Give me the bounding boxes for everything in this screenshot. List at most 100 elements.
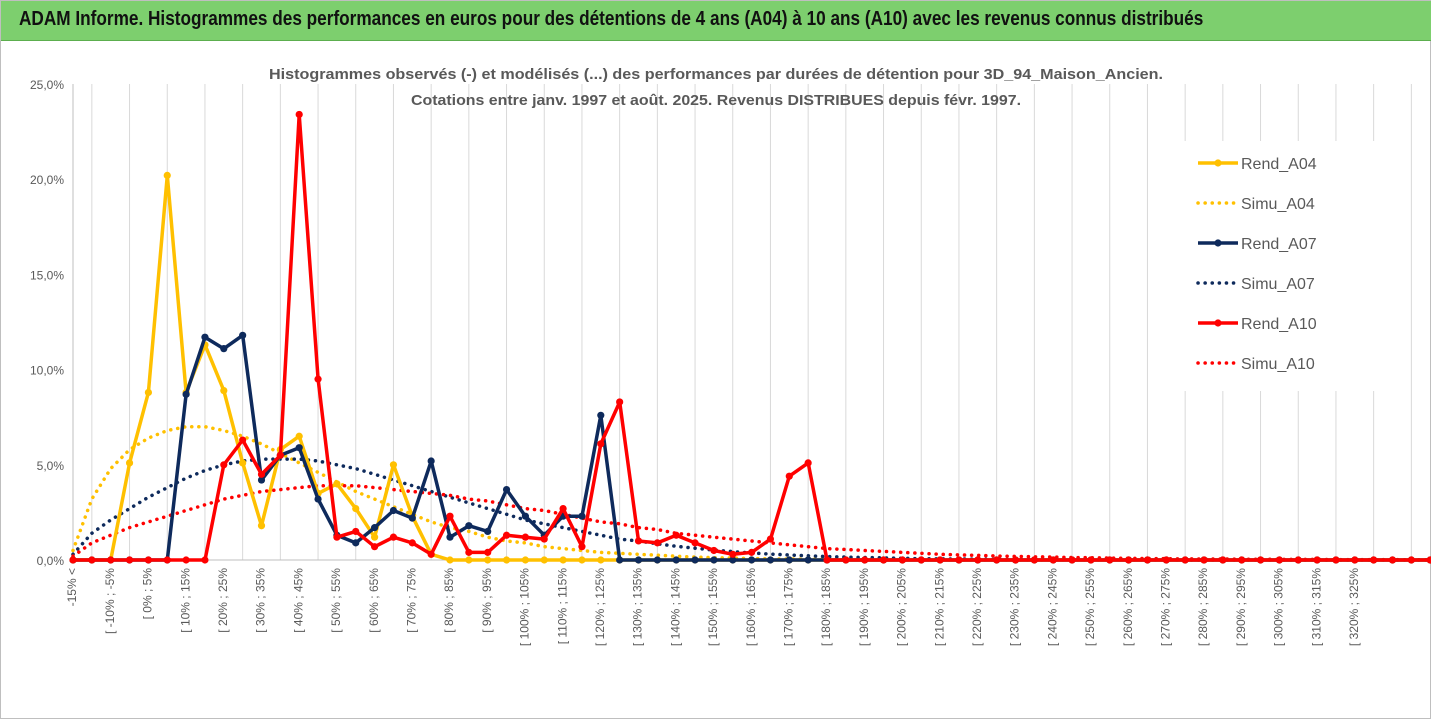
- x-tick-label: [ 10% ; 15%: [178, 568, 192, 633]
- data-point: [465, 556, 473, 564]
- data-point: [785, 472, 793, 480]
- data-point: [1030, 556, 1038, 564]
- data-point: [314, 375, 322, 383]
- x-tick-label: [ 0% ; 5%: [141, 568, 155, 620]
- x-tick-label: [ 130% ; 135%: [631, 568, 645, 646]
- data-point: [1200, 556, 1208, 564]
- data-point: [1125, 556, 1133, 564]
- data-point: [1407, 556, 1415, 564]
- data-point: [1370, 556, 1378, 564]
- data-point: [823, 556, 831, 564]
- data-point: [408, 539, 416, 547]
- data-point: [144, 556, 152, 564]
- data-point: [295, 444, 303, 452]
- data-point: [540, 535, 548, 543]
- data-point: [257, 476, 266, 484]
- data-point: [239, 459, 247, 467]
- data-point: [69, 556, 77, 564]
- legend-item: Simu_A04: [1196, 196, 1315, 213]
- y-tick-label: 10,0%: [30, 364, 64, 378]
- x-tick-label: [ 40% ; 45%: [291, 568, 305, 633]
- data-point: [371, 543, 379, 551]
- data-point: [125, 556, 134, 564]
- data-point: [729, 550, 737, 558]
- data-point: [371, 533, 379, 541]
- data-point: [352, 539, 360, 547]
- data-point: [1313, 556, 1321, 564]
- data-point: [446, 512, 454, 520]
- x-tick-label: [ 260% ; 265%: [1121, 568, 1135, 646]
- data-point: [748, 548, 756, 556]
- data-point: [1106, 556, 1114, 564]
- data-point: [1181, 556, 1189, 564]
- data-point: [597, 440, 605, 448]
- data-point: [1256, 556, 1265, 564]
- x-tick-label: [ 160% ; 165%: [744, 568, 758, 646]
- x-tick-label: [ 90% ; 95%: [480, 568, 494, 633]
- data-point: [597, 556, 605, 564]
- x-tick-label: [ 240% ; 245%: [1045, 568, 1059, 646]
- x-tick-label: [ 30% ; 35%: [254, 568, 268, 633]
- data-point: [521, 556, 530, 564]
- x-tick-label: [ 60% ; 65%: [367, 568, 381, 633]
- data-point: [672, 531, 680, 539]
- data-point: [220, 345, 228, 353]
- x-tick-label: [ 70% ; 75%: [404, 568, 418, 633]
- data-point: [239, 436, 247, 444]
- data-point: [1011, 556, 1020, 564]
- data-point: [314, 495, 322, 503]
- legend-label: Simu_A04: [1241, 196, 1315, 213]
- data-point: [691, 556, 699, 564]
- data-point: [220, 386, 228, 395]
- series-line-simu-a10: [71, 483, 1431, 562]
- chart-series: [69, 110, 1431, 564]
- histogram-chart: 0,0% 5,0% 10,0% 15,0% 20,0% 25,0% -15% < [ -10…: [30, 66, 1431, 646]
- data-point: [917, 556, 925, 564]
- data-point: [616, 556, 624, 564]
- data-point: [634, 556, 643, 564]
- data-point: [144, 388, 152, 397]
- data-point: [446, 556, 454, 564]
- series-line-simu-a07: [71, 457, 1431, 562]
- data-point: [257, 522, 266, 530]
- data-point: [163, 171, 171, 179]
- data-point: [1162, 556, 1170, 564]
- data-point: [729, 556, 737, 564]
- data-point: [521, 512, 530, 520]
- legend-box: [1183, 141, 1383, 391]
- x-tick-label: [ 80% ; 85%: [442, 568, 456, 633]
- data-point: [993, 556, 1001, 564]
- data-point: [125, 459, 134, 467]
- data-point: [333, 533, 341, 541]
- x-tick-label: [ 180% ; 185%: [819, 568, 833, 646]
- series-simu-a07: [71, 457, 1431, 562]
- data-point: [295, 110, 303, 119]
- data-point: [502, 556, 511, 564]
- data-point: [540, 556, 548, 564]
- x-tick-label: [ 300% ; 305%: [1272, 568, 1286, 646]
- x-tick-label: [ 280% ; 285%: [1196, 568, 1210, 646]
- data-point: [766, 535, 775, 543]
- data-point: [201, 556, 209, 564]
- data-point: [107, 556, 115, 564]
- data-point: [955, 556, 963, 564]
- legend-item: Simu_A07: [1196, 276, 1315, 293]
- data-point: [710, 556, 718, 564]
- data-point: [446, 533, 454, 541]
- x-tick-label: -15% <: [65, 568, 79, 606]
- x-tick-label: [ 110% ; 115%: [555, 568, 569, 645]
- y-tick-label: 5,0%: [37, 459, 65, 473]
- data-point: [748, 556, 756, 564]
- data-point: [521, 533, 530, 541]
- x-tick-label: [ 120% ; 125%: [593, 568, 607, 646]
- data-point: [861, 556, 869, 564]
- data-point: [182, 556, 190, 564]
- data-point: [898, 556, 907, 564]
- x-tick-label: [ 210% ; 215%: [932, 568, 946, 646]
- x-tick-label: [ 170% ; 175%: [781, 568, 795, 646]
- data-point: [597, 411, 605, 419]
- x-tick-label: [ 50% ; 55%: [329, 568, 343, 633]
- data-point: [804, 459, 812, 467]
- y-tick-label: 0,0%: [37, 554, 65, 568]
